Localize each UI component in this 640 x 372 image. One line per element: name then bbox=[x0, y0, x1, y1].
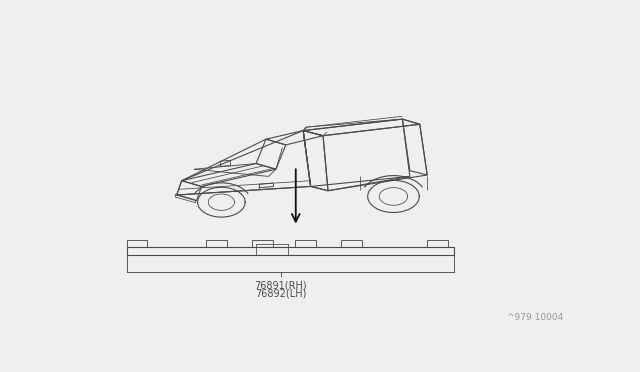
Bar bbox=[427, 240, 447, 247]
Bar bbox=[252, 240, 273, 247]
Text: ^979 10004: ^979 10004 bbox=[508, 314, 564, 323]
Text: 76892(LH): 76892(LH) bbox=[255, 289, 307, 299]
Bar bbox=[295, 240, 316, 247]
Bar bbox=[206, 240, 227, 247]
Text: 76891(RH): 76891(RH) bbox=[255, 281, 307, 291]
Bar bbox=[341, 240, 362, 247]
Bar bbox=[127, 240, 147, 247]
Bar bbox=[127, 247, 454, 255]
